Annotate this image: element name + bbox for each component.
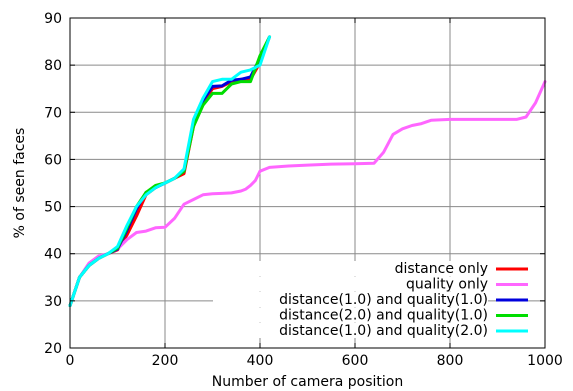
legend-background <box>213 323 488 338</box>
series-line <box>68 80 547 308</box>
x-tick-label: 400 <box>247 353 274 369</box>
series-line <box>68 35 271 308</box>
y-tick-label: 50 <box>44 200 62 216</box>
x-tick-label: 600 <box>342 353 369 369</box>
legend-label: distance only <box>395 261 488 277</box>
x-tick-label: 0 <box>66 353 75 369</box>
plot-frame <box>69 17 546 349</box>
y-tick-label: 40 <box>44 247 62 263</box>
legend-background <box>213 307 488 323</box>
x-tick-label: 1000 <box>527 353 563 369</box>
legend-label: quality only <box>406 277 488 293</box>
legend-label: distance(1.0) and quality(1.0) <box>279 292 488 308</box>
y-axis-label: % of seen faces <box>12 128 28 239</box>
legend-background <box>213 276 488 292</box>
x-tick-label: 800 <box>437 353 464 369</box>
series-lines <box>68 35 547 308</box>
y-tick-label: 90 <box>44 11 62 27</box>
legend-background <box>213 292 488 307</box>
x-axis-label: Number of camera position <box>212 374 403 390</box>
x-tick-label: 200 <box>152 353 179 369</box>
legend-background <box>213 261 488 276</box>
legend-label: distance(1.0) and quality(2.0) <box>279 323 488 339</box>
y-tick-label: 80 <box>44 58 62 74</box>
y-tick-label: 30 <box>44 294 62 310</box>
y-tick-label: 60 <box>44 152 62 168</box>
legend-label: distance(2.0) and quality(1.0) <box>279 308 488 324</box>
y-tick-label: 70 <box>44 105 62 121</box>
y-tick-label: 20 <box>44 341 62 357</box>
axis-ticks: 0 200 400 600 800 1000 20 30 40 50 60 70 80 90 <box>44 11 563 369</box>
